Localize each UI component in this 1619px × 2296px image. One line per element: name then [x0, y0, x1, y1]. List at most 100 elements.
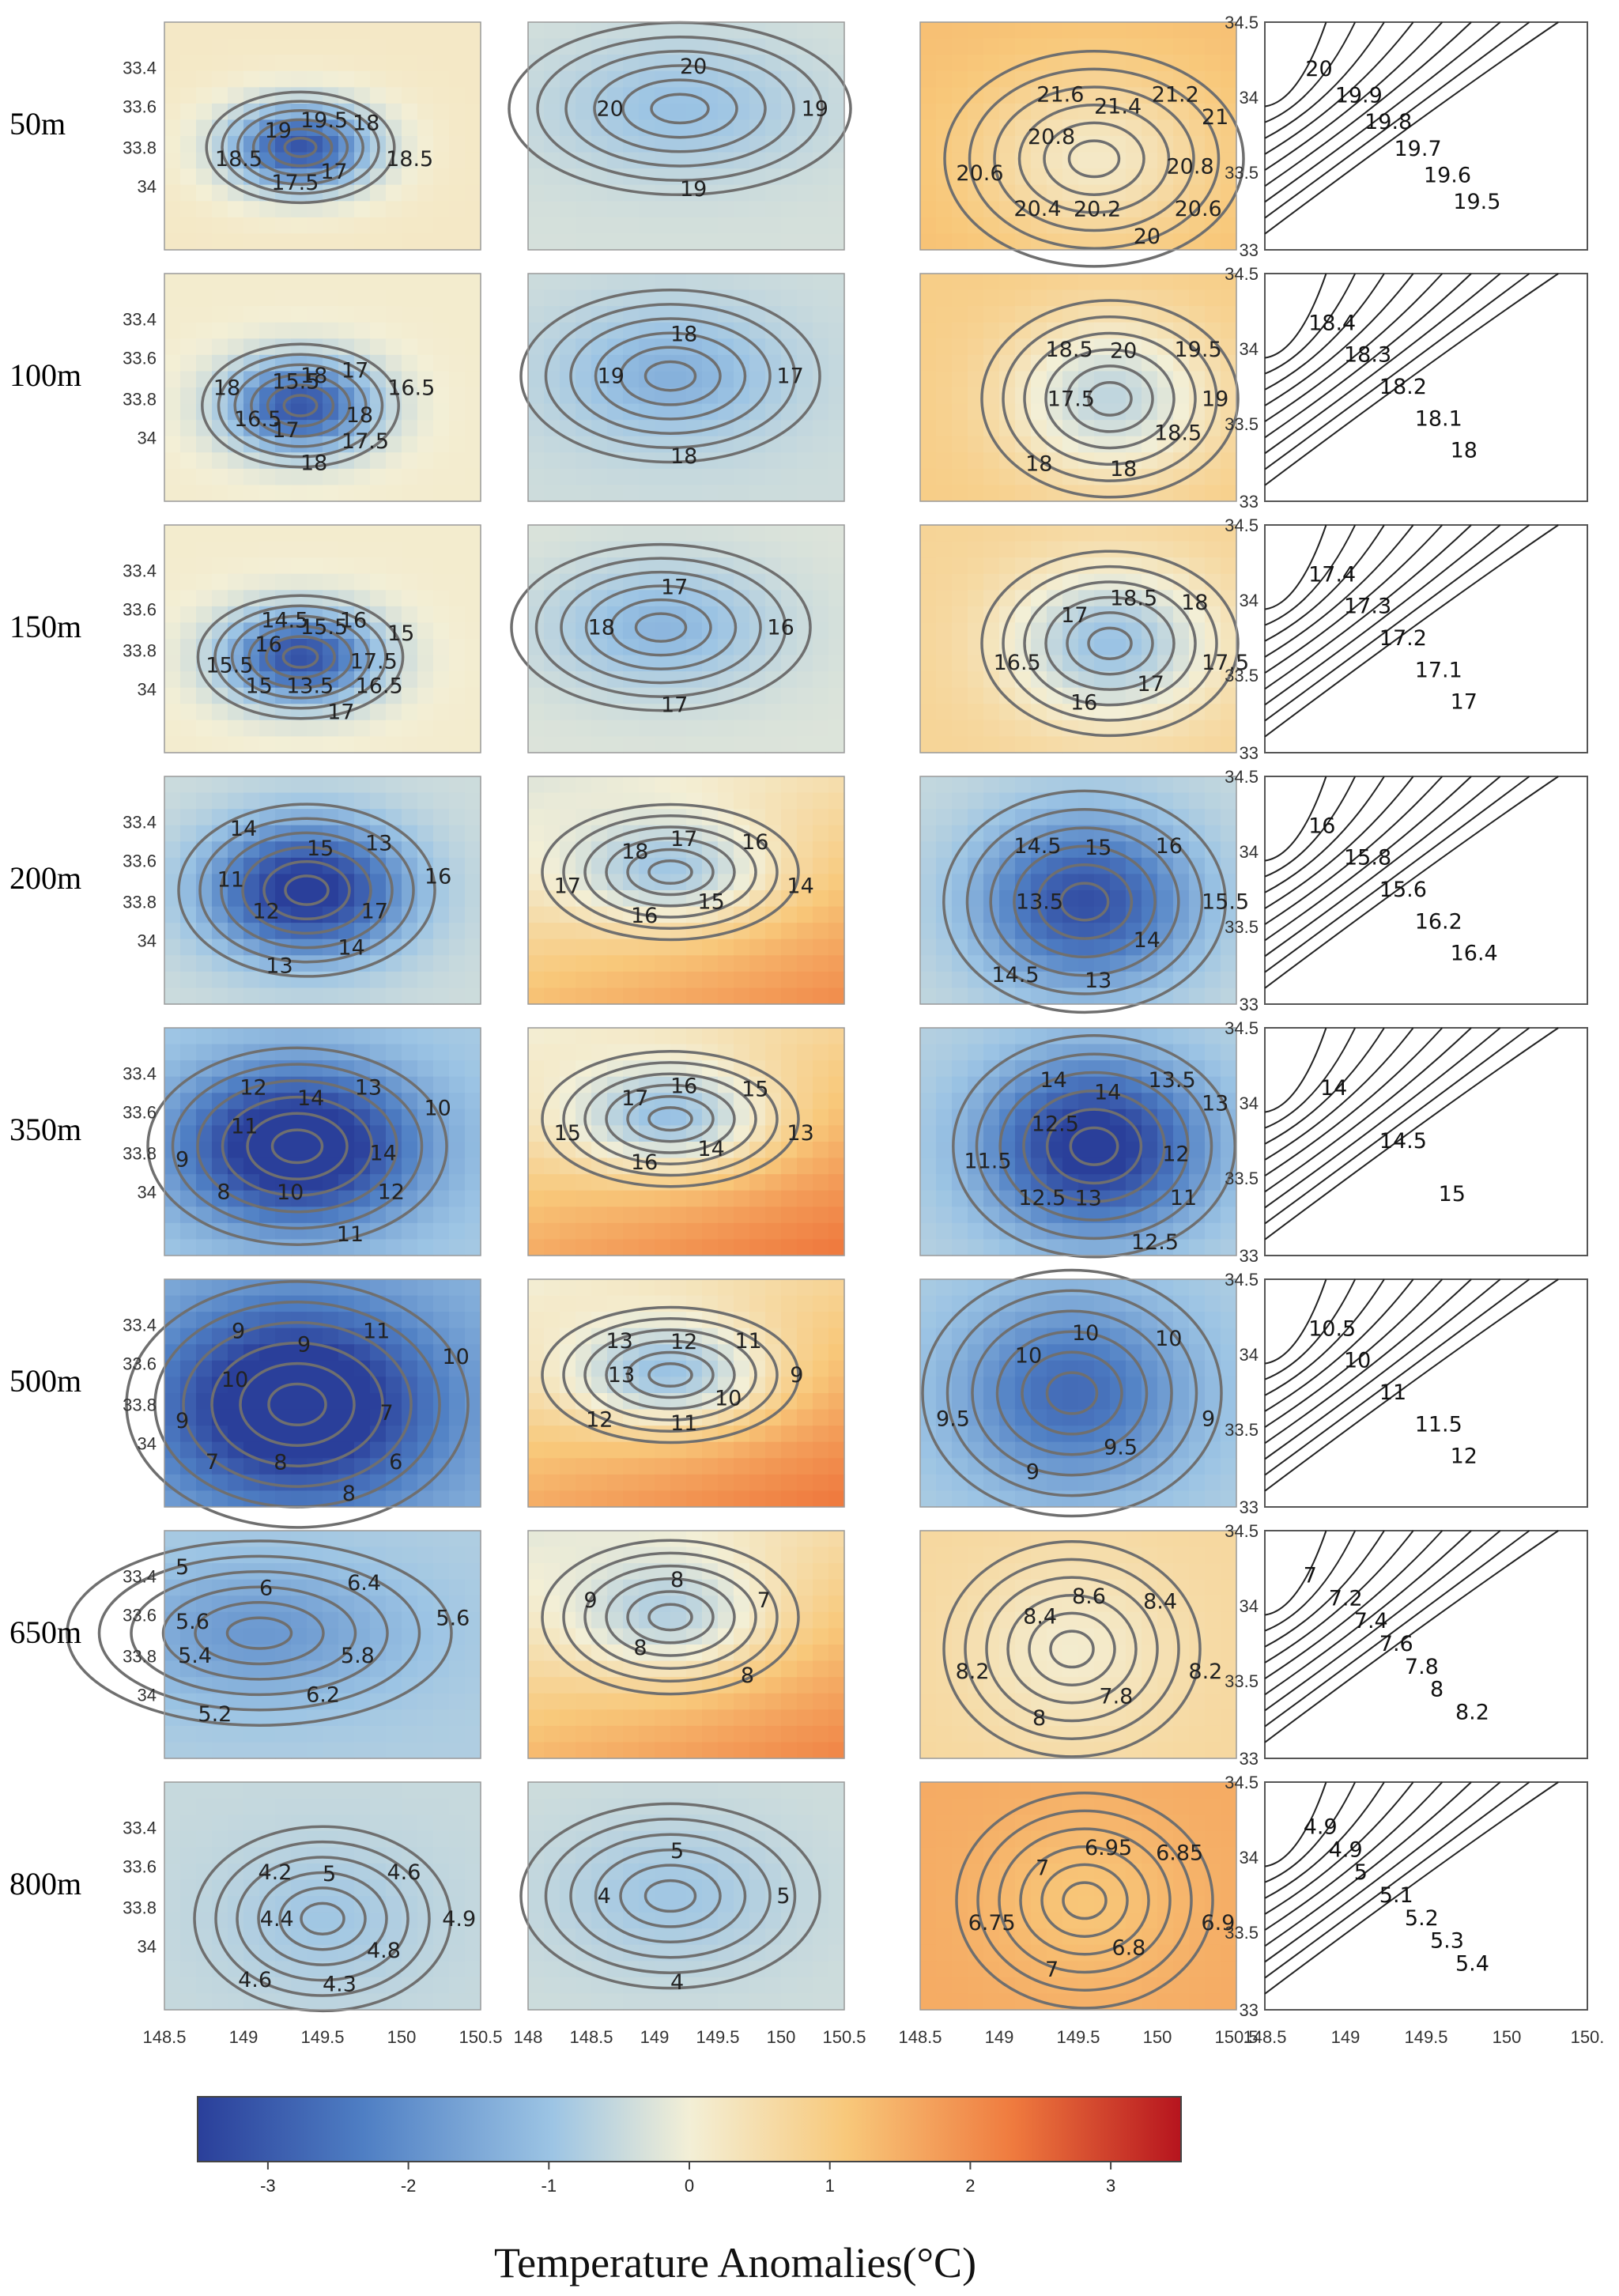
heat-cell [797, 1409, 813, 1426]
heat-cell [259, 1044, 276, 1061]
heat-cell [291, 136, 308, 153]
heat-cell [164, 687, 181, 704]
heat-cell [417, 420, 434, 437]
heat-cell [465, 1093, 481, 1110]
heat-cell [623, 233, 640, 251]
heat-cell [1110, 736, 1127, 753]
y-axis-ticks: 33.433.633.834 [123, 59, 157, 197]
heat-cell [968, 687, 984, 704]
heat-cell [968, 1174, 984, 1191]
heat-cell [196, 1028, 213, 1045]
heat-cell [433, 354, 450, 372]
heat-cell [576, 452, 592, 470]
heat-cell [702, 938, 719, 956]
heat-cell [920, 201, 937, 218]
heat-cell [655, 776, 671, 794]
heat-cell [544, 988, 560, 1005]
heat-cell [449, 1312, 466, 1329]
heat-cell [1157, 1028, 1174, 1045]
heat-cell [813, 119, 829, 137]
heat-cell [386, 1239, 402, 1256]
heat-cell [968, 70, 984, 88]
heat-cell [639, 704, 655, 721]
heat-cell [813, 606, 829, 624]
heat-cell [544, 289, 560, 307]
heat-cell [402, 136, 418, 153]
heat-cell [560, 1028, 576, 1045]
contour-label: 17.5 [271, 171, 319, 195]
contour-label: 19 [265, 119, 292, 143]
heat-cell [1221, 201, 1237, 218]
heat-cell [952, 485, 968, 502]
heat-cell [1047, 289, 1063, 307]
heat-cell [655, 671, 671, 689]
heat-cell [999, 541, 1016, 558]
heat-cell [259, 525, 276, 542]
heat-cell [196, 541, 213, 558]
heat-cell [1205, 988, 1221, 1005]
heat-cell [465, 1295, 481, 1312]
heat-cell [607, 22, 624, 40]
heat-cell [228, 274, 244, 291]
heat-cell [639, 152, 655, 169]
heat-cell [686, 468, 703, 486]
heat-cell [781, 955, 798, 972]
heat-cell [813, 1409, 829, 1426]
heat-cell [670, 988, 687, 1005]
heat-cell [164, 841, 181, 859]
heat-cell [702, 168, 719, 186]
heat-cell [354, 1344, 371, 1361]
heat-cell [655, 201, 671, 218]
heat-cell [623, 485, 640, 502]
heat-cell [449, 971, 466, 989]
heat-cell [813, 1207, 829, 1224]
contour-label: 16 [767, 616, 794, 640]
heat-cell [1221, 1207, 1237, 1224]
heat-cell [164, 923, 181, 940]
heat-cell [828, 403, 845, 421]
heat-cell [370, 541, 387, 558]
heat-cell [1126, 525, 1142, 542]
heat-cell [591, 792, 608, 810]
heat-cell [936, 338, 953, 356]
heat-cell [623, 1028, 640, 1045]
heat-cell [1205, 776, 1221, 794]
heat-cell [307, 792, 323, 810]
heat-cell [449, 825, 466, 842]
heat-cell [702, 152, 719, 169]
heat-cell [734, 1239, 750, 1256]
heat-cell [749, 1376, 766, 1394]
heat-cell [781, 306, 798, 323]
heat-cell [465, 1174, 481, 1191]
heat-cell [196, 590, 213, 607]
heat-cell [243, 22, 260, 40]
heat-cell [952, 590, 968, 607]
heat-cell [828, 541, 845, 558]
heat-cell [828, 1393, 845, 1410]
heat-cell [968, 776, 984, 794]
heat-cell [1205, 541, 1221, 558]
heat-cell [983, 687, 1000, 704]
heat-cell [449, 371, 466, 388]
heat-cell [607, 1108, 624, 1127]
heat-cell [749, 736, 766, 753]
heat-cell [936, 776, 953, 794]
heat-cell [259, 55, 276, 72]
heat-cell [196, 1279, 213, 1297]
heat-cell [417, 152, 434, 169]
heat-cell [781, 70, 798, 88]
heat-cell [1062, 938, 1079, 956]
heat-cell [828, 704, 845, 721]
heat-cell [670, 1142, 687, 1159]
heat-cell [952, 22, 968, 40]
heat-cell [828, 168, 845, 186]
heat-cell [936, 955, 953, 972]
heat-cell [607, 1239, 624, 1256]
heat-cell [828, 1125, 845, 1142]
heat-cell [781, 452, 798, 470]
heat-cell [702, 736, 719, 753]
heat-cell [465, 1222, 481, 1241]
heat-cell [180, 792, 197, 810]
heat-cell [243, 541, 260, 558]
